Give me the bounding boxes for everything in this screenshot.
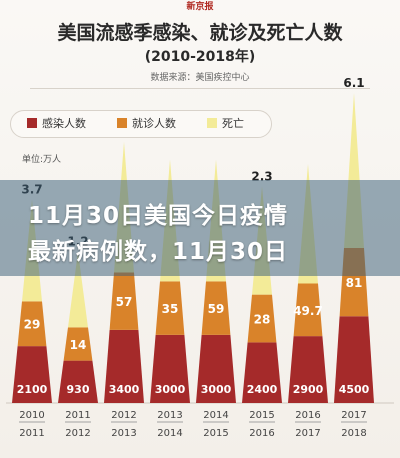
x-tick-start-0: 2010 (19, 410, 44, 421)
label-visits-6: 49.7 (293, 304, 323, 318)
label-infected-1: 930 (67, 383, 90, 396)
x-tick-start-2: 2012 (111, 410, 136, 421)
legend-swatch-visits (117, 118, 127, 128)
legend-item-infected: 感染人数 (27, 117, 86, 131)
legend-label-deaths: 死亡 (222, 117, 244, 130)
label-infected-4: 3000 (201, 383, 232, 396)
label-visits-1: 14 (70, 338, 87, 352)
bar-infected-2 (104, 329, 144, 403)
title-overlay-banner: 11月30日美国今日疫情 最新病例数，11月30日 (0, 180, 400, 276)
label-visits-7: 81 (346, 276, 363, 290)
x-tick-end-2: 2013 (111, 428, 136, 439)
bar-infected-6 (288, 336, 328, 403)
chart-subtitle: (2010-2018年) (144, 49, 256, 65)
chart-title: 美国流感季感染、就诊及死亡人数 (57, 22, 343, 44)
legend-swatch-infected (27, 118, 37, 128)
overlay-line-2: 最新病例数，11月30日 (28, 239, 289, 265)
chart-legend: 感染人数 就诊人数 死亡 (10, 110, 272, 138)
x-tick-end-3: 2014 (157, 428, 182, 439)
bar-visits-2 (109, 272, 139, 330)
bar-visits-5 (247, 294, 277, 343)
x-tick-end-6: 2017 (295, 428, 320, 439)
label-infected-0: 2100 (17, 383, 48, 396)
bar-infected-3 (150, 334, 190, 403)
x-tick-start-4: 2014 (203, 410, 228, 421)
bar-infected-1 (58, 360, 98, 403)
legend-swatch-deaths (207, 118, 217, 128)
label-visits-2: 57 (116, 295, 133, 309)
label-deaths-5: 2.3 (251, 169, 272, 183)
x-tick-start-7: 2017 (341, 410, 366, 421)
bar-infected-5 (242, 342, 282, 403)
label-visits-3: 35 (162, 302, 179, 316)
x-tick-end-4: 2015 (203, 428, 228, 439)
x-tick-end-0: 2011 (19, 428, 44, 439)
overlay-line-1: 11月30日美国今日疫情 (28, 203, 289, 229)
x-tick-start-3: 2013 (157, 410, 182, 421)
bar-visits-1 (63, 327, 93, 361)
label-visits-0: 29 (24, 318, 41, 332)
divider (30, 88, 370, 89)
legend-item-visits: 就诊人数 (117, 117, 176, 131)
x-tick-start-5: 2015 (249, 410, 274, 421)
unit-label: 单位:万人 (22, 155, 62, 165)
x-tick-end-5: 2016 (249, 428, 274, 439)
label-deaths-7: 6.1 (343, 76, 364, 90)
x-tick-end-1: 2012 (65, 428, 90, 439)
x-tick-start-1: 2011 (65, 410, 90, 421)
x-tick-start-6: 2016 (295, 410, 320, 421)
data-source: 数据来源：美国疾控中心 (150, 73, 250, 83)
label-infected-7: 4500 (339, 383, 370, 396)
legend-label-visits: 就诊人数 (132, 117, 176, 130)
bar-visits-0 (17, 301, 47, 347)
label-infected-3: 3000 (155, 383, 186, 396)
label-infected-2: 3400 (109, 383, 140, 396)
legend-item-deaths: 死亡 (207, 117, 244, 131)
publisher-logo: 新京报 (186, 2, 214, 12)
bar-infected-7 (334, 316, 374, 403)
bar-visits-6 (293, 283, 323, 337)
label-visits-4: 59 (208, 302, 225, 316)
label-infected-6: 2900 (293, 383, 324, 396)
x-tick-end-7: 2018 (341, 428, 366, 439)
bar-visits-4 (201, 281, 231, 335)
bar-deaths-1 (68, 251, 88, 328)
bar-infected-0 (12, 346, 52, 403)
label-infected-5: 2400 (247, 383, 278, 396)
legend-label-infected: 感染人数 (42, 117, 86, 130)
label-visits-5: 28 (254, 313, 271, 327)
bar-visits-3 (155, 281, 185, 335)
bar-infected-4 (196, 334, 236, 403)
